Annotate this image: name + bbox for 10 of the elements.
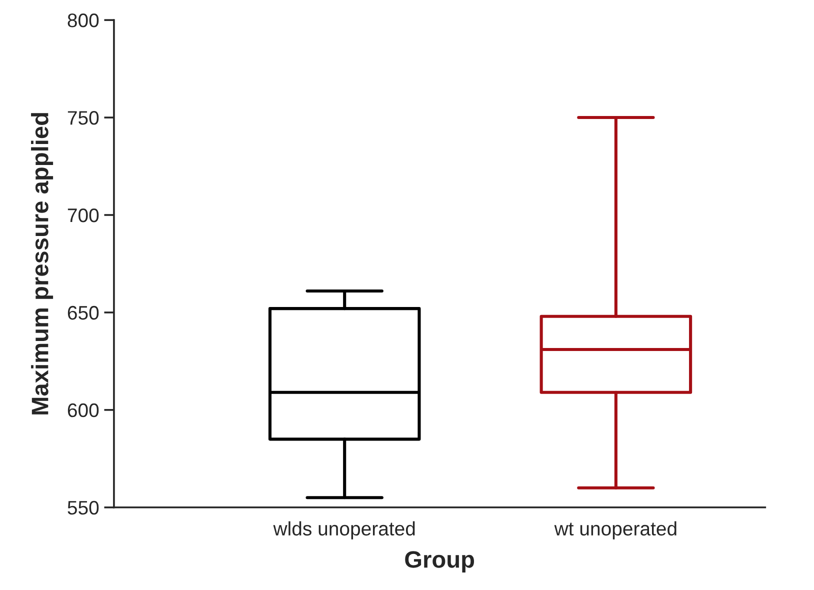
y-tick-label: 800	[68, 14, 99, 28]
y-tick-label: 700	[68, 208, 99, 222]
y-tick-label: 600	[68, 403, 99, 418]
y-tick-label: 550	[68, 500, 99, 515]
y-tick-label: 750	[68, 110, 99, 125]
x-tick-label: wt unoperated	[554, 521, 676, 540]
y-axis-title: Maximum pressure applied	[31, 113, 54, 414]
y-tick-label: 650	[68, 306, 99, 320]
x-axis-title: Group	[405, 551, 474, 573]
x-tick-label: wlds unoperated	[273, 521, 415, 540]
